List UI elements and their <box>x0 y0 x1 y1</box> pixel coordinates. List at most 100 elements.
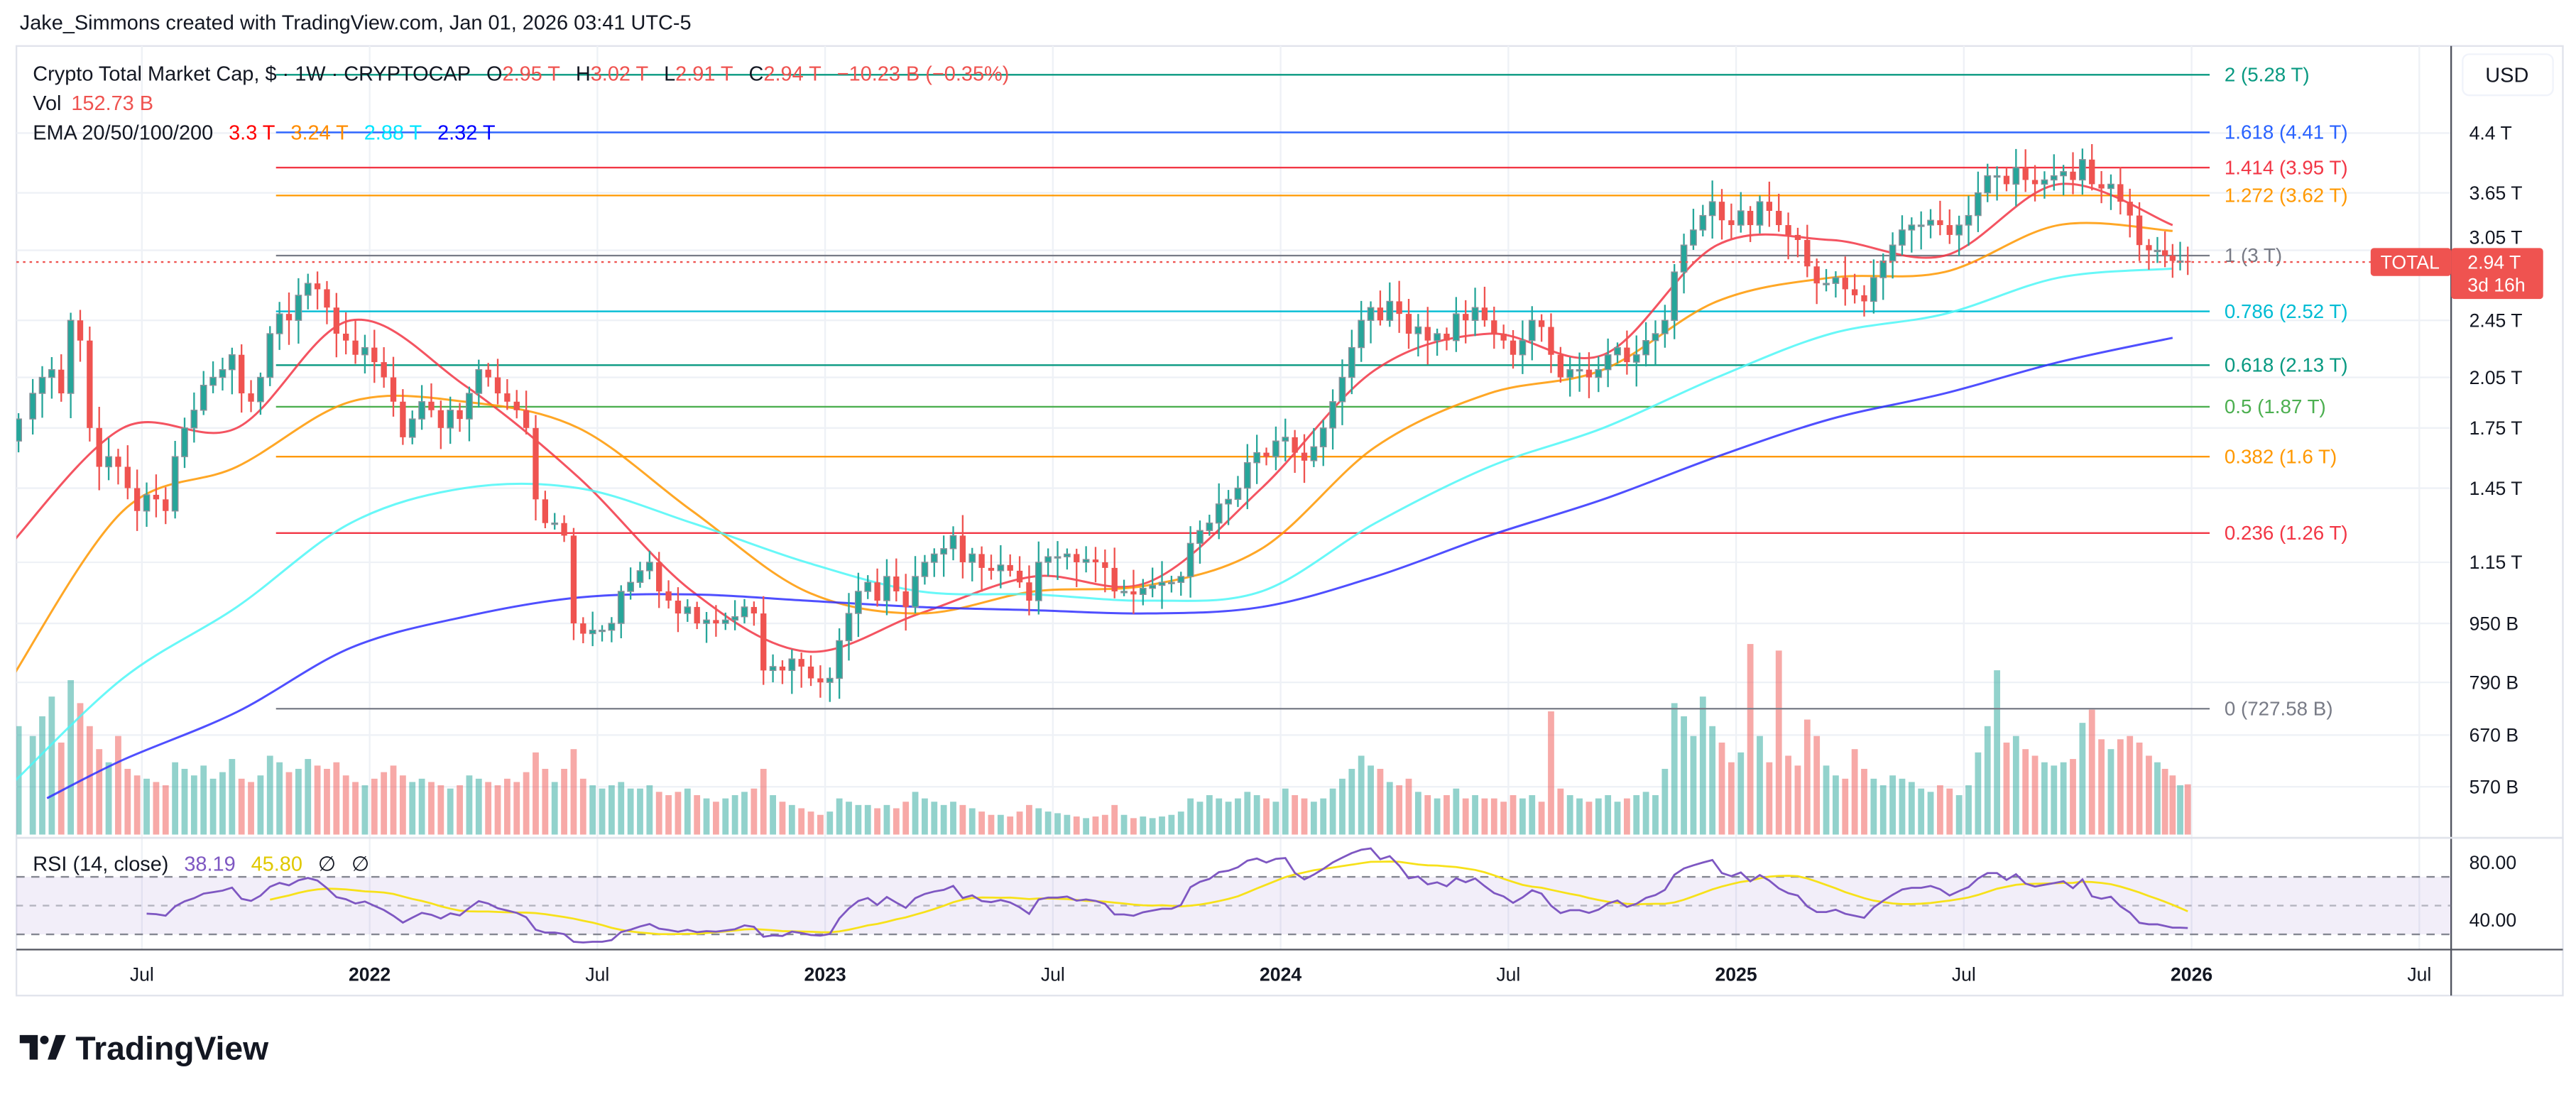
candle <box>1937 200 1943 236</box>
candle <box>1766 181 1773 227</box>
candle <box>1424 307 1431 365</box>
candle-body <box>1917 224 1925 227</box>
candle-body <box>447 410 454 429</box>
volume-bar <box>437 785 444 835</box>
candle-body <box>1889 244 1896 262</box>
volume-bar <box>1642 792 1649 835</box>
volume-bar <box>1292 794 1299 835</box>
fib-label: 2 (5.28 T) <box>2225 64 2310 86</box>
candle-body <box>1557 354 1564 378</box>
tradingview-logo[interactable]: TradingView <box>19 1030 269 1067</box>
legend-change: −10.23 B (−0.35%) <box>837 62 1010 85</box>
fib-level[interactable]: 0.236 (1.26 T) <box>275 522 2348 544</box>
volume-bar <box>1149 818 1156 835</box>
candle <box>1661 305 1669 348</box>
candle-body <box>494 377 501 394</box>
fib-level[interactable]: 0.382 (1.6 T) <box>275 445 2337 467</box>
candle-body <box>1955 224 1963 236</box>
candle <box>1586 352 1593 398</box>
candle <box>1851 273 1858 304</box>
volume-bar <box>1718 742 1725 835</box>
volume-bar <box>523 772 530 835</box>
rsi-axis[interactable]: 80.00 40.00 <box>2469 852 2517 931</box>
time-axis[interactable]: Jul 2022 Jul 2023 Jul 2024 Jul 2025 Jul 2026 Jul <box>130 963 2431 985</box>
candle <box>1329 389 1336 450</box>
candle <box>324 280 330 324</box>
price-tick-label: 1.15 T <box>2469 552 2523 573</box>
candle-body <box>105 456 112 468</box>
volume-bar <box>1377 768 1384 835</box>
candle <box>542 491 549 529</box>
candle-body <box>1813 266 1820 284</box>
candle <box>77 310 84 362</box>
candle <box>248 380 254 412</box>
candle <box>1092 547 1099 583</box>
candle <box>1035 541 1042 615</box>
volume-bar <box>285 772 293 835</box>
symbol-legend[interactable]: Crypto Total Market Cap, $ · 1W · CRYPTO… <box>33 62 1009 144</box>
currency-button[interactable]: USD <box>2462 53 2554 97</box>
fib-level[interactable]: 1.414 (3.95 T) <box>275 156 2348 178</box>
price-tick-label: 950 B <box>2469 613 2518 634</box>
rsi-legend[interactable]: RSI (14, close) 38.19 45.80 ∅ ∅ <box>33 853 369 875</box>
volume-bar <box>1101 814 1108 835</box>
candle <box>1652 320 1659 366</box>
price-axis[interactable]: 4.4 T 3.65 T 3.05 T 2.45 T 2.05 T 1.75 T 1.45 … <box>2469 123 2523 798</box>
candle <box>1481 286 1488 327</box>
candle-body <box>1092 559 1099 562</box>
candle-body <box>874 582 880 601</box>
volume-bar <box>276 762 283 835</box>
volume-bar <box>1614 802 1621 835</box>
volume-bar <box>1927 792 1934 835</box>
candle-body <box>1253 452 1261 464</box>
candle <box>760 596 767 685</box>
candle <box>731 600 738 630</box>
candle-body <box>940 548 948 555</box>
fib-level[interactable]: 2 (5.28 T) <box>275 64 2310 86</box>
candle-body <box>16 418 22 442</box>
candle <box>968 547 976 581</box>
candle <box>134 469 141 531</box>
legend-volume: Vol 152.73 B <box>33 92 153 115</box>
volume-bar <box>1130 818 1137 835</box>
candle <box>475 359 483 408</box>
candle <box>1955 215 1963 256</box>
volume-bar <box>418 778 425 835</box>
candle <box>1272 426 1279 471</box>
candle-body <box>1367 307 1375 321</box>
candle-body <box>542 499 549 523</box>
fib-level[interactable]: 0.618 (2.13 T) <box>275 354 2348 376</box>
candle <box>1889 232 1896 279</box>
volume-bar <box>1690 736 1697 835</box>
fib-level[interactable]: 1.272 (3.62 T) <box>275 185 2348 207</box>
candle <box>1708 180 1716 239</box>
fib-level[interactable]: 0.786 (2.52 T) <box>275 300 2348 322</box>
fib-level[interactable]: 1.618 (4.41 T) <box>275 121 2348 143</box>
volume-bar <box>1975 752 1982 835</box>
volume-bar <box>627 788 634 835</box>
candle-body <box>343 334 349 341</box>
volume-bar <box>731 794 738 835</box>
candle <box>1064 548 1071 570</box>
candle <box>1965 195 1972 246</box>
volume-bar <box>1955 794 1963 835</box>
fib-label: 0.236 (1.26 T) <box>2225 522 2348 544</box>
candle-body <box>968 553 976 563</box>
candle <box>304 273 312 310</box>
candle <box>1102 549 1108 593</box>
volume-bar <box>675 792 682 835</box>
candle-body <box>1576 368 1583 372</box>
candle-body <box>1225 498 1232 505</box>
volume-bar <box>1092 816 1099 835</box>
volume-bar <box>361 785 369 835</box>
volume-bar <box>172 762 179 835</box>
candle-body <box>988 567 995 571</box>
candle-body <box>608 623 616 631</box>
volume-bar <box>342 775 349 835</box>
rsi-pane[interactable] <box>16 847 2452 944</box>
candle-body <box>2098 184 2105 189</box>
candle <box>788 649 796 694</box>
candle-body <box>1728 220 1735 226</box>
fib-level[interactable]: 0 (727.58 B) <box>275 697 2333 719</box>
